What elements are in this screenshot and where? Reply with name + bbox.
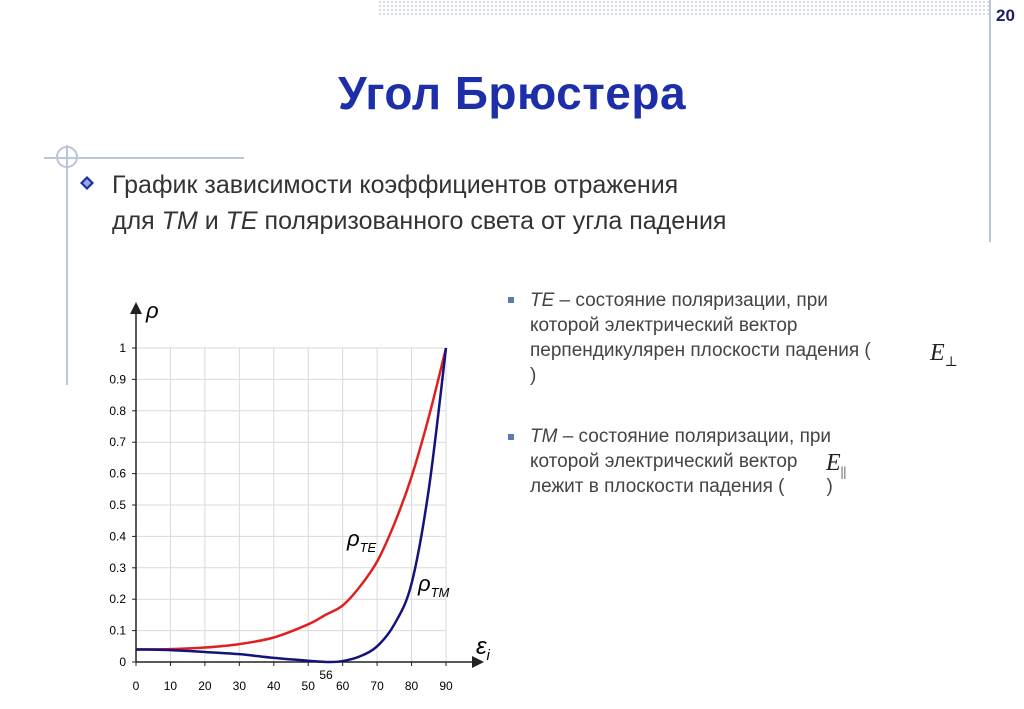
- te-bullet-icon: [508, 297, 514, 303]
- y-tick-label: 0.3: [109, 561, 126, 575]
- line2-pre: для: [112, 207, 162, 235]
- te-line3: перпендикулярен плоскости падения (: [530, 340, 871, 361]
- horizontal-divider: [44, 157, 244, 159]
- main-bullet-line2: для TM и TE поляризованного света от угл…: [112, 203, 972, 239]
- e-perp-vector: E⊥: [930, 340, 958, 371]
- te-line2: которой электрический вектор: [530, 315, 798, 336]
- tm-line3: лежит в плоскости падения (): [530, 474, 950, 499]
- x-tick-label: 20: [198, 679, 212, 693]
- tm-line2: которой электрический вектор: [530, 451, 798, 472]
- line2-mid: и: [197, 207, 226, 235]
- brewster-angle-annotation: 56: [319, 668, 333, 682]
- te-item-abbr: TE: [530, 290, 555, 311]
- e-parallel-symbol: E: [826, 450, 841, 476]
- tm-label-sub: TM: [431, 585, 450, 600]
- e-parallel-sub: ||: [840, 464, 847, 480]
- te-label-sub: TE: [360, 540, 377, 555]
- x-tick-label: 30: [233, 679, 247, 693]
- x-tick-label: 10: [164, 679, 178, 693]
- chart-series: [135, 347, 448, 664]
- te-abbr: TE: [225, 207, 258, 235]
- x-tick-label: 90: [439, 679, 453, 693]
- tm-label-main: ρ: [417, 571, 431, 596]
- tm-item-abbr: TM: [530, 426, 558, 447]
- y-tick-label: 1: [119, 341, 126, 355]
- slide-title: Угол Брюстера: [337, 67, 687, 119]
- circle-decoration: [56, 146, 78, 168]
- page-number: 20: [996, 6, 1015, 25]
- x-axis-label: εi: [476, 633, 491, 664]
- te-description: TE – состояние поляризации, при которой …: [530, 288, 950, 388]
- te-label-main: ρ: [346, 526, 360, 551]
- x-tick-label: 40: [267, 679, 281, 693]
- tm-line1: TM – состояние поляризации, при: [530, 424, 950, 449]
- main-bullet-text: График зависимости коэффициентов отражен…: [112, 167, 972, 239]
- chart-ticks: 0 10 20 30 40 50 60 70 80 90 0 0.1 0.2 0.3 0.4 0.5 0.6 0.…: [109, 341, 453, 693]
- right-divider: [989, 0, 991, 242]
- te-line1-text: – состояние поляризации, при: [554, 290, 828, 311]
- y-tick-label: 0.6: [109, 467, 126, 481]
- e-parallel-vector: E||: [826, 450, 846, 481]
- te-series-label: ρTE: [346, 526, 377, 555]
- y-axis-label: ρ: [145, 298, 159, 323]
- y-tick-label: 0.8: [109, 404, 126, 418]
- y-tick-label: 0.4: [109, 529, 126, 543]
- x-tick-label: 80: [405, 679, 419, 693]
- tm-line3-text: лежит в плоскости падения (: [530, 476, 785, 497]
- tm-curve: [135, 347, 448, 664]
- te-line1: TE – состояние поляризации, при: [530, 288, 950, 313]
- tm-line1-text: – состояние поляризации, при: [557, 426, 832, 447]
- y-tick-label: 0.9: [109, 372, 126, 386]
- x-tick-label: 0: [133, 679, 140, 693]
- tm-series-label: ρTM: [417, 571, 450, 600]
- y-tick-label: 0.2: [109, 592, 126, 606]
- x-axis-label-sub: i: [487, 647, 491, 664]
- x-axis-label-main: ε: [476, 633, 487, 660]
- tm-bullet-icon: [508, 434, 514, 440]
- e-perp-sub: ⊥: [944, 354, 958, 370]
- main-bullet-line1: График зависимости коэффициентов отражен…: [112, 171, 679, 199]
- chart-grid: [136, 347, 447, 662]
- tm-description: TM – состояние поляризации, при которой …: [530, 424, 950, 499]
- x-tick-label: 60: [336, 679, 350, 693]
- tm-line3-end: ): [826, 476, 833, 497]
- tm-abbr: TM: [161, 207, 198, 235]
- x-tick-label: 50: [302, 679, 316, 693]
- y-tick-label: 0.5: [109, 498, 126, 512]
- e-perp-symbol: E: [930, 340, 945, 366]
- left-divider: [66, 145, 68, 385]
- line2-post: поляризованного света от угла падения: [257, 207, 727, 235]
- y-tick-label: 0: [119, 655, 126, 669]
- diamond-bullet-icon: [80, 176, 94, 190]
- y-tick-label: 0.1: [109, 624, 126, 638]
- te-line4: ): [530, 365, 537, 386]
- y-tick-label: 0.7: [109, 435, 126, 449]
- te-curve: [135, 347, 448, 651]
- x-tick-label: 70: [370, 679, 384, 693]
- dotted-header-band: [378, 0, 990, 16]
- reflection-coefficient-chart: 0 10 20 30 40 50 60 70 80 90 0 0.1 0.2 0.3 0.4 0.5 0.6 0.…: [109, 298, 491, 693]
